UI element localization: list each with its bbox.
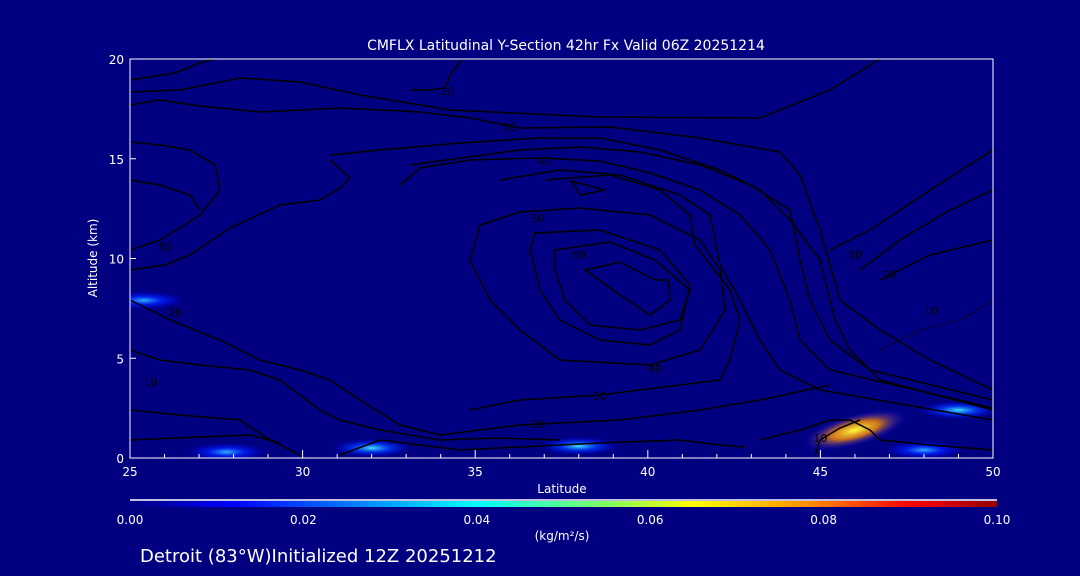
x-tick-label: 40	[640, 465, 655, 479]
flux-hotspot	[130, 291, 184, 310]
colorbar	[130, 501, 997, 507]
contour-label: 40	[537, 155, 551, 168]
contour-label: 20	[441, 85, 455, 98]
contour-label: 10	[924, 304, 938, 317]
x-tick-label: 30	[295, 465, 310, 479]
flux-hotspot	[883, 441, 964, 458]
contour-label: 60	[572, 249, 586, 262]
contour-label: 20	[530, 418, 544, 431]
chart-title: CMFLX Latitudinal Y-Section 42hr Fx Vali…	[367, 38, 765, 54]
contour-label: 10	[813, 432, 827, 445]
flux-hotspot	[538, 437, 619, 456]
x-tick-label: 45	[813, 465, 828, 479]
contour-label: 30	[503, 121, 517, 134]
x-axis-label: Latitude	[537, 482, 586, 496]
contour-label: 30	[592, 390, 606, 403]
y-tick-label: 0	[116, 452, 124, 466]
contour-lines	[130, 59, 993, 456]
flux-hotspot	[331, 439, 412, 458]
y-tick-label: 20	[109, 53, 124, 67]
y-tick-label: 15	[109, 153, 124, 167]
colorbar-units: (kg/m²/s)	[535, 529, 590, 543]
y-tick-label: 5	[116, 352, 124, 366]
flux-hotspot	[918, 401, 993, 420]
contour-label: 30	[848, 249, 862, 262]
y-tick-label: 10	[109, 253, 124, 267]
contour-label: 50	[530, 213, 544, 226]
flux-hotspot	[186, 443, 267, 458]
contour-label: 30	[158, 241, 172, 254]
colorbar-tick-label: 0.02	[290, 513, 317, 527]
contour-label: 20	[882, 268, 896, 281]
colorbar-tick-label: 0.08	[810, 513, 837, 527]
contour-label: 20	[168, 306, 182, 319]
colorbar-tick-label: 0.04	[463, 513, 490, 527]
x-tick-label: 25	[122, 465, 137, 479]
x-tick-label: 35	[468, 465, 483, 479]
contour-label: 10	[144, 376, 158, 389]
contour-label: 40	[648, 362, 662, 375]
flux-hotspot	[801, 409, 909, 452]
colorbar-tick-label: 0.10	[984, 513, 1011, 527]
colorbar-tick-label: 0.00	[117, 513, 144, 527]
footer-text: Detroit (83°W)Initialized 12Z 20251212	[140, 546, 497, 567]
colorbar-tick-label: 0.06	[637, 513, 664, 527]
y-axis-label: Altitude (km)	[86, 219, 100, 298]
x-tick-label: 50	[985, 465, 1000, 479]
